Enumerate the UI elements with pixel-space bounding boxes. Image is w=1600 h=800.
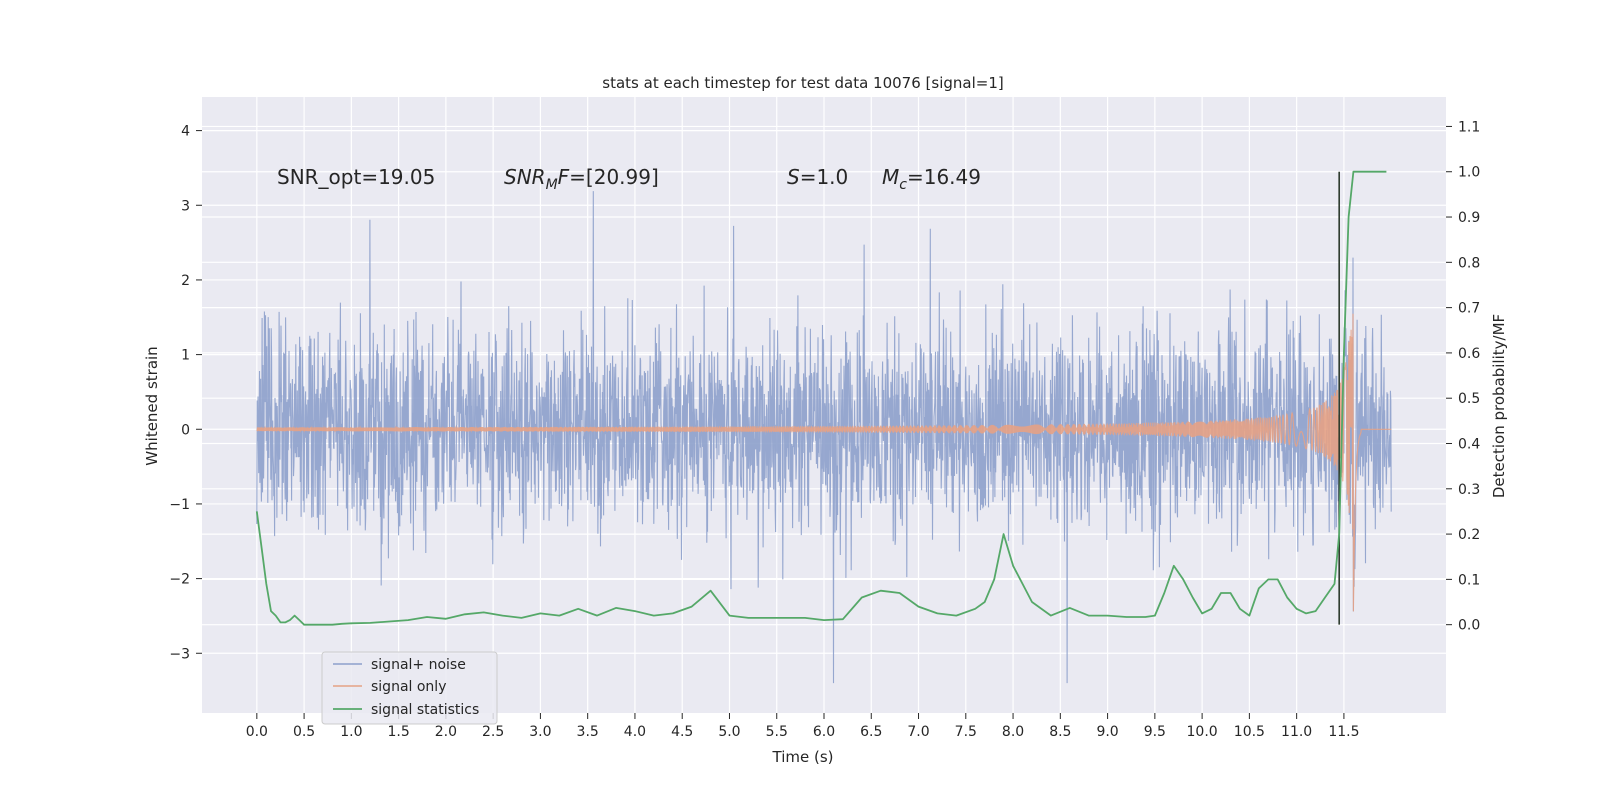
x-tick-label: 1.0 xyxy=(340,724,362,740)
left-y-axis-label: Whitened strain xyxy=(143,346,161,465)
right-y-tick-label: 0.3 xyxy=(1458,482,1480,498)
left-y-tick-label: 1 xyxy=(181,348,190,364)
left-y-tick-label: −2 xyxy=(169,572,190,588)
right-y-tick-label: 0.5 xyxy=(1458,391,1480,407)
snr-mf-main: SNR xyxy=(504,165,546,189)
x-tick-label: 8.5 xyxy=(1049,724,1071,740)
x-tick-label: 4.5 xyxy=(671,724,693,740)
s-rest: =1.0 xyxy=(800,165,849,189)
snr-mf-rest: =[20.99] xyxy=(569,165,659,189)
signal-statistics-series xyxy=(255,170,1387,626)
chart-title: stats at each timestep for test data 100… xyxy=(602,74,1003,92)
right-y-tick-label: 0.7 xyxy=(1458,301,1480,317)
x-tick-label: 2.5 xyxy=(482,724,504,740)
x-tick-label: 7.5 xyxy=(955,724,977,740)
x-axis-ticks: 0.0 0.5 1.0 1.5 2.0 2.5 3.0 3.5 4.0 4.5 5.0 5.5 6.0 6… xyxy=(246,713,1359,740)
right-y-tick-label: 1.1 xyxy=(1458,119,1480,135)
right-y-tick-label: 0.0 xyxy=(1458,618,1480,634)
mc-rest: =16.49 xyxy=(907,165,981,189)
snr-opt-annotation: SNR_opt=19.05 xyxy=(277,165,435,189)
left-y-tick-label: −1 xyxy=(169,497,190,513)
x-tick-label: 10.5 xyxy=(1234,724,1265,740)
snr-mf-sub: M xyxy=(546,177,558,193)
right-y-tick-label: 0.2 xyxy=(1458,527,1480,543)
x-tick-label: 5.5 xyxy=(766,724,788,740)
x-tick-label: 2.0 xyxy=(435,724,457,740)
snr-mf-rest-f: F xyxy=(558,165,570,189)
x-tick-label: 11.0 xyxy=(1281,724,1312,740)
legend-entry-signal: signal only xyxy=(371,679,446,695)
mc-sub: c xyxy=(899,177,907,193)
s-annotation: S=1.0 xyxy=(787,165,848,189)
left-y-tick-label: 0 xyxy=(181,422,190,438)
x-axis-label: Time (s) xyxy=(772,748,834,766)
legend-entry-noise: signal+ noise xyxy=(371,657,466,673)
x-tick-label: 9.5 xyxy=(1144,724,1166,740)
x-tick-label: 0.0 xyxy=(246,724,268,740)
snr-mf-annotation: SNRMF=[20.99] xyxy=(504,165,659,193)
legend-box xyxy=(321,651,498,725)
x-tick-label: 4.0 xyxy=(624,724,646,740)
x-tick-label: 6.5 xyxy=(860,724,882,740)
signal-noise-trace xyxy=(256,191,1392,684)
mc-annotation: Mc=16.49 xyxy=(882,165,981,193)
left-y-tick-label: −3 xyxy=(169,646,190,662)
x-tick-label: 10.0 xyxy=(1187,724,1218,740)
right-y-tick-label: 1.0 xyxy=(1458,165,1480,181)
x-tick-label: 6.0 xyxy=(813,724,835,740)
x-tick-label: 8.0 xyxy=(1002,724,1024,740)
x-tick-label: 1.5 xyxy=(387,724,409,740)
right-y-axis-label: Detection probability/MF xyxy=(1490,314,1508,498)
right-y-tick-label: 0.9 xyxy=(1458,210,1480,226)
x-tick-label: 3.0 xyxy=(529,724,551,740)
x-tick-label: 11.5 xyxy=(1328,724,1359,740)
signal-noise-series xyxy=(256,191,1392,684)
right-y-tick-label: 0.4 xyxy=(1458,437,1480,453)
right-y-tick-label: 0.6 xyxy=(1458,346,1480,362)
right-y-tick-label: 0.1 xyxy=(1458,572,1480,588)
x-tick-label: 9.0 xyxy=(1096,724,1118,740)
x-tick-label: 7.0 xyxy=(907,724,929,740)
signal-only-series xyxy=(256,313,1392,612)
mc-main: M xyxy=(882,165,899,189)
x-tick-label: 0.5 xyxy=(293,724,315,740)
left-y-tick-label: 4 xyxy=(181,124,190,140)
x-tick-label: 3.5 xyxy=(577,724,599,740)
left-y-tick-label: 2 xyxy=(181,273,190,289)
legend: signal+ noise signal only signal statist… xyxy=(321,651,498,725)
s-main: S xyxy=(787,165,800,189)
left-y-axis-ticks: −3 −2 −1 0 1 2 3 4 xyxy=(169,124,202,662)
right-y-axis-ticks: 0.0 0.1 0.2 0.3 0.4 0.5 0.6 0.7 0.8 0.9 1.0 1.1 xyxy=(1446,119,1480,634)
signal-only-trace xyxy=(256,313,1392,612)
right-y-tick-label: 0.8 xyxy=(1458,255,1480,271)
legend-entry-stats: signal statistics xyxy=(371,702,479,718)
left-y-tick-label: 3 xyxy=(181,198,190,214)
x-tick-label: 5.0 xyxy=(718,724,740,740)
